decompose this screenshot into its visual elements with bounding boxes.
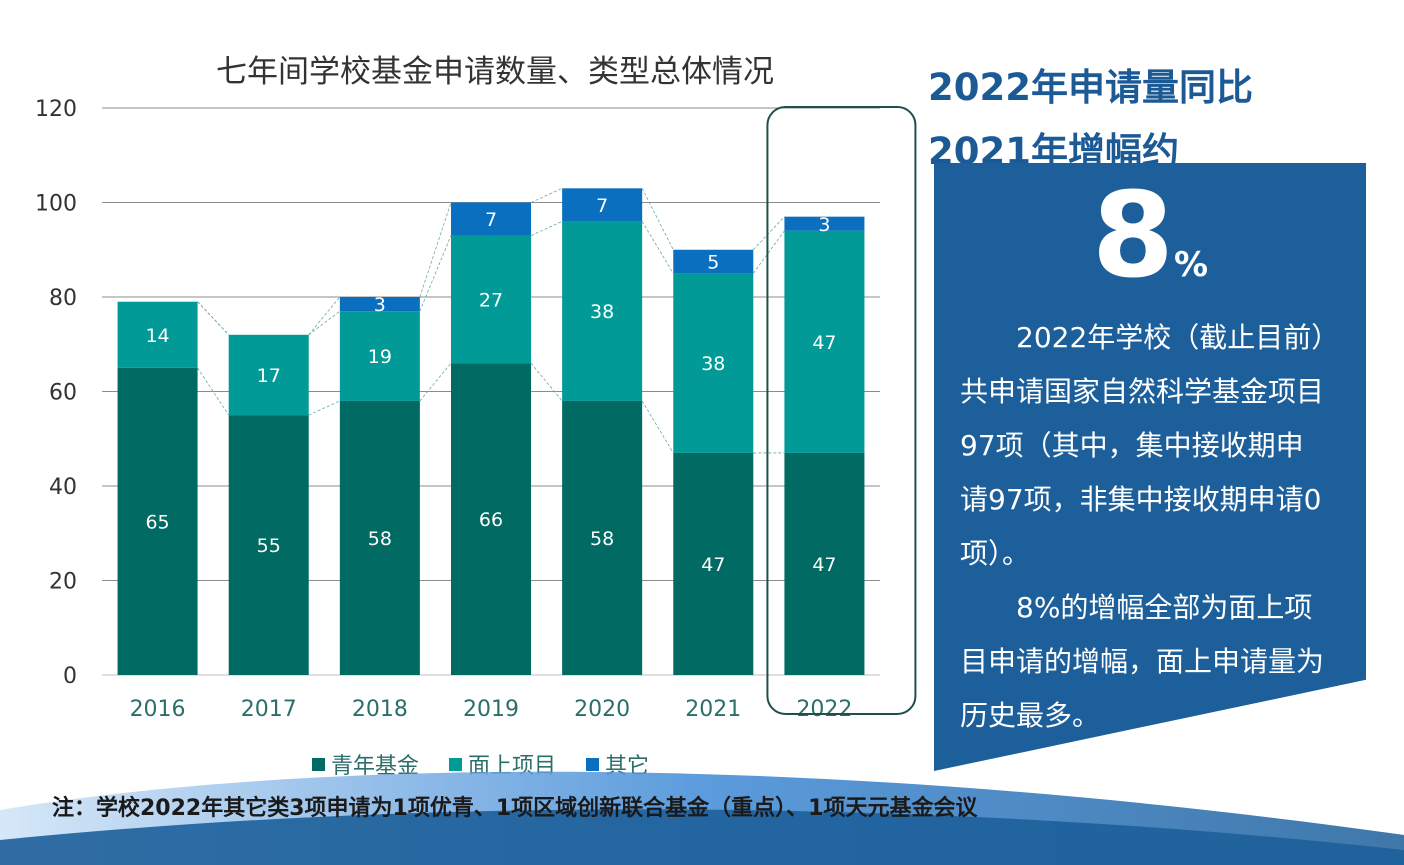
legend-swatch-other: [586, 757, 600, 771]
series-connector: [641, 188, 674, 250]
data-label: 47: [812, 554, 836, 576]
summary-paragraph-2: 8%的增幅全部为面上项目申请的增幅，面上申请量为历史最多。: [960, 591, 1325, 732]
y-tick-label: 20: [49, 570, 77, 595]
series-connector: [308, 296, 341, 336]
x-tick-label: 2016: [130, 697, 186, 722]
data-label: 17: [257, 365, 281, 387]
x-tick-label: 2020: [574, 697, 630, 722]
data-label: 66: [479, 509, 503, 531]
bar-segment: [339, 400, 420, 675]
bar-segment: [339, 311, 420, 401]
x-tick-label: 2018: [352, 697, 408, 722]
data-label: 7: [596, 195, 608, 217]
series-connector: [641, 221, 674, 274]
bar-segment: [784, 452, 865, 675]
series-connector: [308, 400, 341, 416]
y-tick-label: 40: [49, 475, 77, 500]
data-label: 38: [590, 301, 614, 323]
growth-stat: 8%: [934, 175, 1366, 295]
footnote: 注：学校2022年其它类3项申请为1项优青、1项区域创新联合基金（重点）、1项天…: [52, 796, 978, 821]
bar-segment: [450, 202, 532, 236]
y-tick-label: 60: [49, 381, 77, 406]
y-tick-label: 0: [63, 664, 77, 689]
x-tick-label: 2022: [796, 697, 852, 722]
series-connector: [530, 221, 563, 236]
series-connector: [308, 310, 341, 336]
bar-segment: [784, 216, 865, 231]
growth-number: 8: [1091, 166, 1175, 304]
data-label: 3: [374, 294, 386, 316]
data-label: 55: [257, 535, 281, 557]
data-label: 19: [368, 346, 392, 368]
x-tick-label: 2021: [685, 697, 741, 722]
summary-text: 2022年学校（截止目前）共申请国家自然科学基金项目97项（其中，集中接收期申请…: [960, 311, 1330, 743]
bar-segment: [562, 188, 643, 222]
series-connector: [419, 202, 452, 298]
data-label: 27: [479, 289, 503, 311]
y-tick-label: 100: [35, 192, 77, 217]
bar-segment: [784, 230, 865, 453]
series-connector: [197, 367, 230, 416]
stacked-bar-chart: 0 20 40 60 80 100 120 65 55 58 66 58 47 47 14 17 19 27 38 3…: [35, 97, 917, 722]
data-label: 58: [590, 528, 614, 550]
y-tick-label: 80: [49, 286, 77, 311]
legend-swatch-youth: [312, 757, 325, 771]
data-label: 65: [145, 511, 169, 533]
summary-paragraph-1: 2022年学校（截止目前）共申请国家自然科学基金项目97项（其中，集中接收期申请…: [960, 321, 1326, 570]
series-connector: [419, 362, 452, 402]
bar-segment: [450, 235, 532, 364]
series-connector: [530, 187, 563, 203]
summary-panel: 8% 2022年学校（截止目前）共申请国家自然科学基金项目97项（其中，集中接收…: [934, 163, 1366, 771]
bar-segment: [339, 297, 420, 312]
bar-segment: [562, 221, 643, 401]
chart-title: 七年间学校基金申请数量、类型总体情况: [216, 54, 774, 90]
data-label: 47: [701, 554, 725, 576]
bar-segment: [673, 249, 754, 274]
series-connector: [752, 230, 785, 274]
series-connector: [753, 216, 785, 251]
bar-segment: [228, 334, 309, 416]
bar-segment: [117, 367, 198, 675]
legend-swatch-general: [449, 757, 463, 771]
series-connector: [419, 235, 452, 312]
bar-segment: [673, 452, 754, 675]
bar-segment: [450, 363, 532, 675]
x-tick-label: 2019: [463, 697, 519, 722]
y-tick-label: 120: [35, 97, 77, 122]
bar-segment: [117, 301, 198, 368]
data-label: 14: [145, 325, 169, 347]
bar-segment: [673, 273, 754, 453]
bar-segment: [562, 400, 643, 675]
series-connector: [641, 400, 674, 454]
headline-line1: 2022年申请量同比: [928, 66, 1253, 109]
data-label: 5: [707, 252, 719, 274]
data-label: 38: [701, 353, 725, 375]
highlight-frame: [766, 106, 917, 715]
x-tick-label: 2017: [241, 697, 297, 722]
bar-segment: [228, 415, 309, 675]
data-label: 47: [812, 332, 836, 354]
data-label: 58: [368, 528, 392, 550]
data-label: 7: [485, 209, 497, 231]
series-connector: [197, 301, 229, 336]
data-label: 3: [818, 214, 830, 236]
growth-percent-sign: %: [1174, 245, 1209, 285]
series-connector: [530, 362, 563, 402]
decorative-wave: [0, 771, 1404, 865]
